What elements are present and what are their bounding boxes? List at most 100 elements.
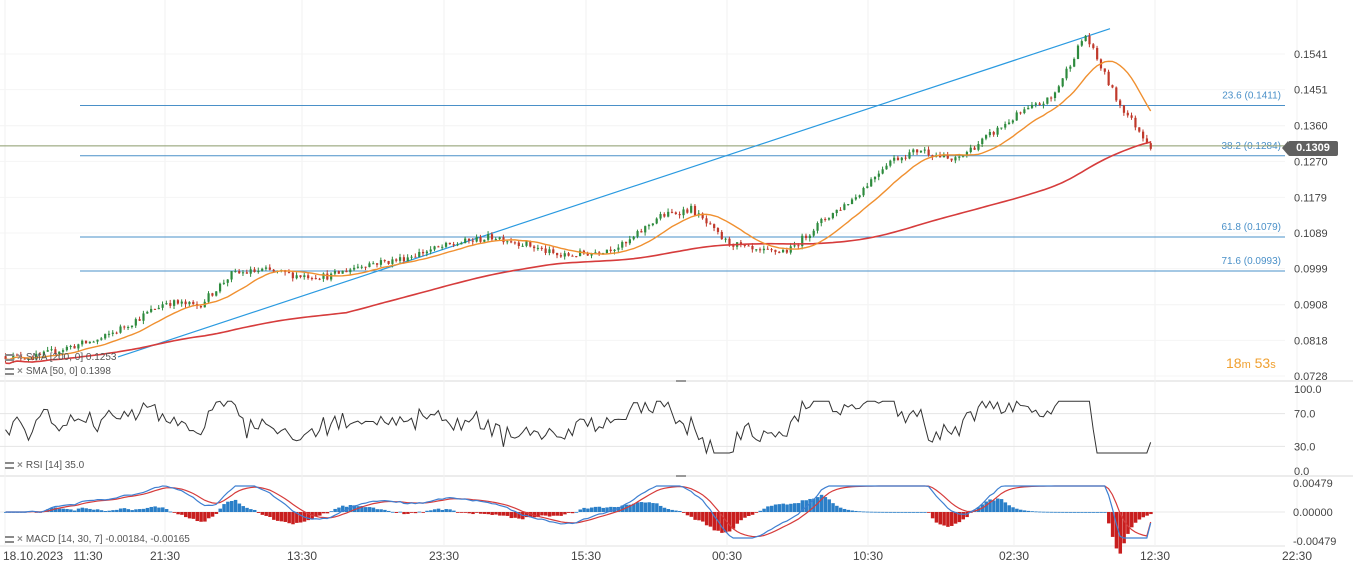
macd-histogram-bar — [593, 506, 598, 512]
sma200-legend[interactable]: × SMA [200, 0] 0.1253 — [5, 352, 116, 363]
macd-histogram-bar — [226, 501, 230, 512]
candle-body — [743, 244, 746, 246]
candle-body — [115, 332, 118, 334]
macd-histogram-bar — [95, 509, 100, 512]
close-icon[interactable]: × — [17, 352, 23, 363]
close-icon[interactable]: × — [17, 534, 23, 545]
macd-histogram-bar — [601, 507, 605, 512]
sma50-legend[interactable]: × SMA [50, 0] 0.1398 — [5, 366, 111, 377]
macd-histogram-bar — [678, 510, 682, 512]
candle-body — [663, 214, 666, 217]
macd-histogram-bar — [80, 507, 85, 512]
macd-histogram-bar — [854, 510, 858, 512]
y-tick-label: 0.1089 — [1294, 228, 1328, 240]
macd-histogram-bar — [835, 505, 839, 512]
candle-body — [686, 209, 689, 213]
macd-histogram-bar — [206, 512, 211, 519]
close-icon[interactable]: × — [17, 460, 23, 471]
candle-body — [1145, 138, 1149, 144]
macd-histogram-bar — [1049, 511, 1054, 513]
candle-body — [475, 237, 478, 242]
candle-body — [525, 241, 528, 246]
macd-histogram-bar — [559, 512, 563, 516]
candle-body — [165, 303, 168, 305]
candle-body — [705, 218, 708, 224]
macd-signal-line — [5, 485, 1152, 538]
macd-histogram-bar — [662, 507, 667, 512]
candle-body — [1061, 78, 1064, 87]
macd-histogram-bar — [750, 512, 755, 515]
candle-body — [873, 176, 877, 180]
macd-histogram-bar — [379, 509, 383, 512]
candle-body — [984, 135, 988, 139]
candle-body — [651, 223, 654, 226]
menu-icon[interactable] — [5, 354, 14, 361]
macd-histogram-bar — [1133, 512, 1138, 523]
menu-icon[interactable] — [5, 368, 14, 375]
macd-histogram-bar — [1015, 508, 1019, 512]
macd-histogram-bar — [53, 507, 58, 512]
candle-body — [142, 313, 145, 321]
candle-body — [1134, 117, 1137, 128]
macd-histogram-bar — [739, 512, 743, 521]
candle-body — [831, 213, 834, 219]
candle-body — [567, 253, 570, 256]
macd-histogram-bar — [1141, 512, 1146, 518]
candle-body — [330, 273, 333, 280]
x-start-label: 18.10.2023 — [3, 549, 63, 563]
candle-body — [701, 213, 704, 219]
candle-body — [904, 157, 907, 159]
candle-body — [391, 259, 394, 264]
macd-histogram-bar — [459, 512, 464, 513]
menu-icon[interactable] — [5, 462, 14, 469]
macd-histogram-bar — [567, 512, 571, 513]
macd-histogram-bar — [647, 502, 651, 512]
macd-histogram-bar — [436, 508, 441, 512]
macd-histogram-bar — [609, 506, 613, 512]
candle-body — [552, 249, 555, 253]
macd-histogram-bar — [754, 512, 759, 513]
candle-body — [1000, 127, 1003, 129]
menu-icon[interactable] — [5, 536, 14, 543]
macd-histogram-bar — [877, 511, 881, 513]
macd-histogram-bar — [938, 512, 943, 525]
candle-body — [992, 132, 995, 135]
macd-histogram-bar — [1122, 512, 1126, 544]
close-icon[interactable]: × — [17, 366, 23, 377]
candle-body — [479, 237, 482, 242]
macd-histogram-bar — [325, 512, 330, 514]
y-tick-label: 0.1541 — [1294, 49, 1328, 61]
candle-body — [755, 249, 758, 251]
macd-histogram-bar — [329, 511, 334, 513]
macd-histogram-bar — [1022, 510, 1027, 512]
fib-level-label: 23.6 (0.1411) — [1222, 90, 1281, 101]
macd-histogram-bar — [907, 511, 912, 513]
rsi-tick-label: 100.0 — [1294, 384, 1322, 396]
candle-body — [962, 154, 965, 157]
candle-body — [808, 235, 811, 239]
candle-body — [1053, 92, 1057, 99]
macd-histogram-bar — [570, 512, 575, 514]
macd-histogram-bar — [873, 511, 877, 513]
macd-histogram-bar — [881, 511, 885, 513]
macd-histogram-bar — [34, 512, 39, 513]
candle-body — [579, 250, 582, 257]
macd-histogram-bar — [229, 501, 234, 512]
candle-body — [498, 237, 501, 240]
candle-body — [77, 344, 80, 349]
macd-histogram-bar — [501, 512, 506, 516]
macd-histogram-bar — [333, 508, 337, 512]
macd-legend[interactable]: × MACD [14, 30, 7] -0.00184, -0.00165 — [5, 534, 190, 545]
macd-histogram-bar — [383, 509, 387, 512]
candle-body — [104, 334, 107, 339]
candle-body — [682, 209, 685, 216]
macd-histogram-bar — [176, 512, 180, 515]
macd-histogram-bar — [689, 512, 694, 517]
rsi-legend[interactable]: × RSI [14] 35.0 — [5, 460, 84, 471]
candle-body — [774, 249, 777, 252]
macd-histogram-bar — [942, 512, 946, 526]
candle-body — [1023, 109, 1026, 114]
macd-histogram-bar — [697, 512, 701, 521]
